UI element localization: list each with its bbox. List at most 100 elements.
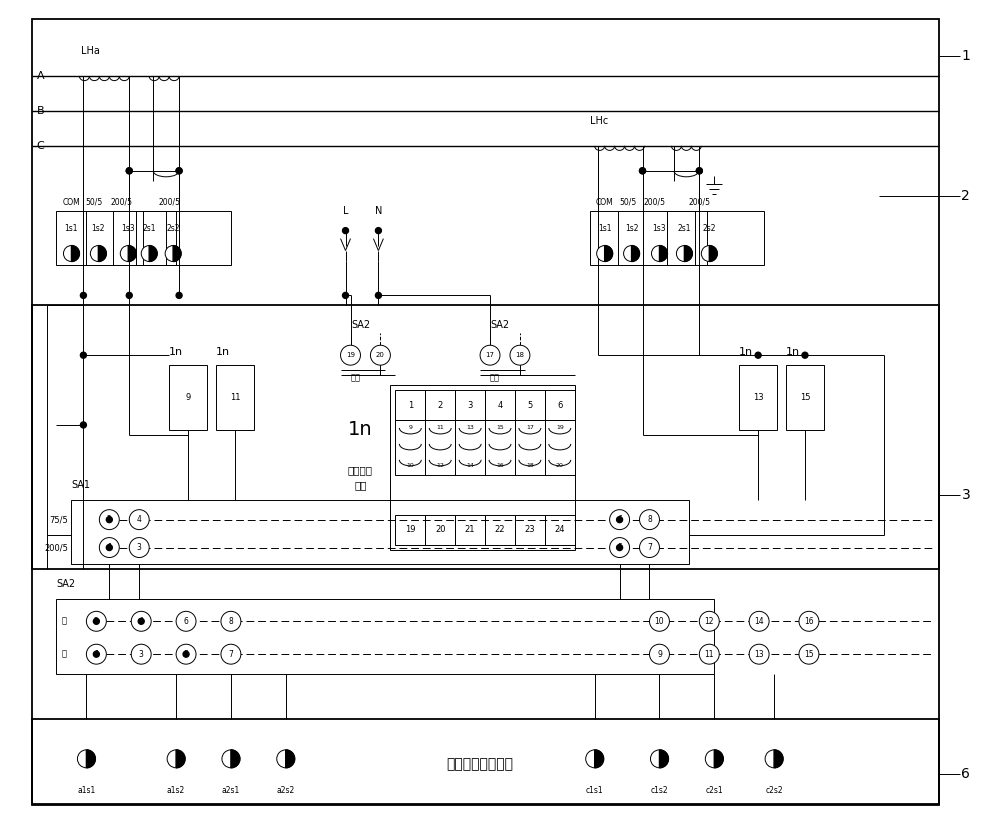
Bar	[56, 600, 714, 674]
Text: 11: 11	[705, 650, 714, 658]
Circle shape	[649, 611, 669, 631]
Bar	[395, 390, 425, 420]
Circle shape	[131, 644, 151, 664]
Bar	[485, 420, 515, 475]
Circle shape	[510, 345, 530, 365]
Polygon shape	[286, 750, 295, 768]
Circle shape	[176, 168, 182, 173]
Text: LHc: LHc	[590, 116, 608, 126]
Bar	[545, 515, 575, 544]
Circle shape	[749, 611, 769, 631]
Text: 4: 4	[137, 515, 142, 525]
Circle shape	[650, 750, 668, 768]
Circle shape	[129, 538, 149, 558]
Text: 13: 13	[753, 393, 763, 402]
Text: 1n: 1n	[216, 347, 230, 357]
Text: 18: 18	[526, 463, 534, 468]
Circle shape	[640, 538, 659, 558]
Text: N: N	[375, 206, 382, 216]
Text: 50/5: 50/5	[86, 197, 103, 206]
Bar	[169, 365, 207, 430]
Text: 23: 23	[525, 525, 535, 534]
Circle shape	[343, 228, 349, 234]
Circle shape	[86, 611, 106, 631]
Text: 1s2: 1s2	[625, 224, 638, 233]
Text: SA2: SA2	[56, 579, 76, 590]
Bar	[590, 211, 764, 265]
Circle shape	[176, 644, 196, 664]
Bar	[425, 420, 455, 475]
Text: 4: 4	[139, 617, 144, 626]
Text: 75/5: 75/5	[50, 515, 68, 525]
Text: 3: 3	[961, 487, 970, 501]
Text: a1s1: a1s1	[77, 786, 96, 795]
Circle shape	[802, 352, 808, 358]
Circle shape	[277, 750, 295, 768]
Circle shape	[617, 516, 623, 523]
Circle shape	[99, 510, 119, 529]
Polygon shape	[709, 245, 717, 262]
Circle shape	[90, 245, 106, 262]
Text: 20: 20	[556, 463, 564, 468]
Circle shape	[106, 516, 112, 523]
Circle shape	[375, 292, 381, 298]
Circle shape	[696, 168, 702, 173]
Bar	[32, 306, 939, 569]
Text: 2s1: 2s1	[142, 224, 156, 233]
Bar	[739, 365, 777, 430]
Polygon shape	[231, 750, 240, 768]
Text: 手: 手	[62, 617, 67, 626]
Text: 手自: 手自	[350, 373, 360, 382]
Circle shape	[80, 352, 86, 358]
Text: 1: 1	[408, 401, 413, 410]
Text: 3: 3	[139, 650, 144, 658]
Text: 17: 17	[526, 425, 534, 430]
Circle shape	[126, 168, 132, 173]
Bar	[455, 515, 485, 544]
Text: 6: 6	[617, 515, 622, 525]
Text: 2s1: 2s1	[678, 224, 691, 233]
Text: 手自: 手自	[490, 373, 500, 382]
Text: 8: 8	[647, 515, 652, 525]
Circle shape	[167, 750, 185, 768]
Text: 13: 13	[466, 425, 474, 430]
Text: 2s2: 2s2	[703, 224, 716, 233]
Circle shape	[120, 245, 136, 262]
Text: 5: 5	[617, 543, 622, 552]
Circle shape	[106, 544, 112, 551]
Polygon shape	[684, 245, 692, 262]
Text: L: L	[343, 206, 348, 216]
Text: 8: 8	[229, 617, 233, 626]
Circle shape	[80, 422, 86, 428]
Text: 200/5: 200/5	[643, 197, 665, 206]
Text: c1s2: c1s2	[651, 786, 668, 795]
Circle shape	[651, 245, 667, 262]
Text: 自动切换: 自动切换	[348, 465, 373, 475]
Polygon shape	[774, 750, 783, 768]
Text: 14: 14	[754, 617, 764, 626]
Circle shape	[165, 245, 181, 262]
Circle shape	[699, 644, 719, 664]
Circle shape	[610, 510, 630, 529]
Polygon shape	[659, 750, 668, 768]
Text: LHa: LHa	[81, 46, 100, 56]
Text: 2s2: 2s2	[166, 224, 180, 233]
Text: 9: 9	[408, 425, 412, 430]
Text: COM: COM	[596, 197, 614, 206]
Text: 19: 19	[346, 352, 355, 358]
Text: 11: 11	[230, 393, 240, 402]
Circle shape	[640, 168, 646, 173]
Bar	[216, 365, 254, 430]
Text: 1n: 1n	[739, 347, 753, 357]
Text: 1n: 1n	[348, 420, 373, 439]
Text: SA1: SA1	[71, 480, 90, 490]
Text: 7: 7	[228, 650, 233, 658]
Circle shape	[80, 292, 86, 298]
Text: 200/5: 200/5	[158, 197, 180, 206]
Text: 6: 6	[557, 401, 562, 410]
Text: 200/5: 200/5	[45, 543, 68, 552]
Text: 2: 2	[961, 188, 970, 202]
Bar	[786, 365, 824, 430]
Circle shape	[586, 750, 604, 768]
Text: 1: 1	[107, 543, 112, 552]
